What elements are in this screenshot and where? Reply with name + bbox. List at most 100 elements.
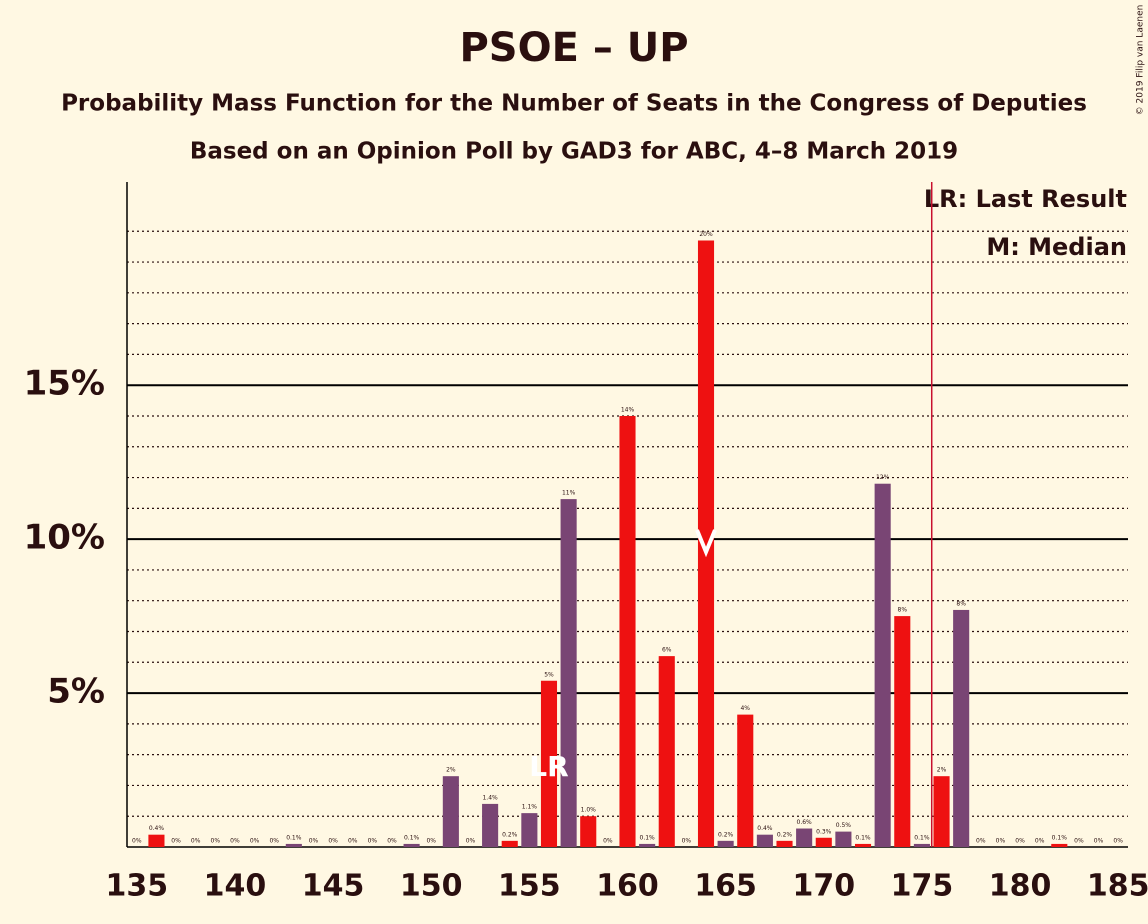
value-label: 20%: [699, 231, 713, 238]
legend-entry: LR: Last Result: [924, 185, 1127, 213]
bar: [835, 831, 852, 847]
value-label: 0%: [603, 838, 613, 845]
bar: [717, 840, 734, 847]
bar: [658, 656, 675, 847]
bar: [501, 840, 518, 847]
value-label: 0%: [1074, 838, 1084, 845]
legend-entry: M: Median: [986, 233, 1127, 261]
x-tick-label: 140: [204, 869, 267, 904]
value-label: 8%: [898, 607, 908, 614]
x-tick-label: 145: [302, 869, 365, 904]
value-label: 0%: [269, 838, 279, 845]
bar: [913, 843, 930, 847]
bar: [403, 843, 420, 847]
last-result-marker: LR: [529, 750, 568, 783]
value-label: 0%: [250, 838, 260, 845]
bar: [619, 415, 636, 847]
bar: [442, 776, 459, 847]
value-label: 0.2%: [777, 831, 793, 838]
bar: [1051, 843, 1068, 847]
value-label: 0%: [328, 838, 338, 845]
value-label: 0%: [191, 838, 201, 845]
value-label: 0%: [466, 838, 476, 845]
value-label: 0.4%: [757, 825, 773, 832]
value-label: 0%: [1094, 838, 1104, 845]
value-label: 0%: [348, 838, 358, 845]
bar: [737, 714, 754, 847]
y-tick-label: 5%: [47, 672, 105, 712]
value-label: 4%: [740, 705, 750, 712]
bar: [933, 776, 950, 847]
value-label: 0%: [682, 838, 692, 845]
value-label: 0.4%: [149, 825, 165, 832]
median-marker: [695, 529, 717, 558]
y-tick-label: 10%: [24, 518, 105, 558]
value-label: 0%: [309, 838, 319, 845]
value-label: 0.5%: [836, 822, 852, 829]
value-label: 0.1%: [1052, 834, 1068, 841]
value-label: 1.1%: [522, 804, 538, 811]
bar: [148, 834, 165, 847]
value-label: 0.6%: [797, 819, 813, 826]
bar: [854, 843, 872, 847]
x-tick-label: 165: [694, 869, 757, 904]
value-label: 0%: [426, 838, 436, 845]
x-tick-label: 170: [792, 869, 855, 904]
bar: [639, 843, 656, 847]
chart-subtitle: Probability Mass Function for the Number…: [61, 91, 1087, 117]
x-tick-label: 160: [596, 869, 659, 904]
value-label: 0%: [368, 838, 378, 845]
value-label: 6%: [662, 647, 672, 654]
value-label: 0%: [132, 838, 142, 845]
value-label: 1.0%: [581, 807, 597, 814]
credit: © 2019 Filip van Laenen: [1136, 5, 1146, 116]
bar: [756, 834, 773, 847]
bar: [894, 616, 911, 847]
value-label: 0.3%: [816, 828, 832, 835]
value-label: 0.2%: [718, 831, 734, 838]
value-label: 0.1%: [404, 834, 420, 841]
value-label: 2%: [937, 767, 947, 774]
bar: [521, 813, 538, 847]
value-label: 0%: [976, 838, 986, 845]
bar: [560, 499, 577, 847]
value-label: 0%: [171, 838, 181, 845]
bar: [815, 837, 832, 847]
x-tick-label: 150: [400, 869, 463, 904]
bar: [874, 483, 891, 847]
y-tick-label: 15%: [24, 364, 105, 404]
value-label: 1.4%: [482, 794, 498, 801]
x-tick-label: 180: [989, 869, 1052, 904]
chart-subtitle: Based on an Opinion Poll by GAD3 for ABC…: [190, 139, 958, 165]
value-label: 0%: [387, 838, 397, 845]
bar: [796, 828, 813, 847]
value-label: 0%: [1035, 838, 1045, 845]
x-tick-label: 135: [106, 869, 169, 904]
chart-title: PSOE – UP: [459, 25, 688, 71]
value-label: 0.1%: [914, 834, 930, 841]
value-label: 14%: [621, 406, 635, 413]
bar: [285, 843, 302, 847]
value-label: 2%: [446, 767, 456, 774]
bar: [540, 680, 558, 847]
bar: [580, 816, 597, 847]
value-label: 0%: [211, 838, 221, 845]
value-label: 0%: [230, 838, 240, 845]
value-label: 0%: [1015, 838, 1025, 845]
x-tick-label: 155: [498, 869, 561, 904]
value-label: 11%: [562, 490, 576, 497]
value-label: 8%: [956, 600, 966, 607]
bar: [776, 840, 793, 847]
value-label: 12%: [876, 474, 890, 481]
value-label: 0%: [1113, 838, 1123, 845]
bar: [953, 609, 970, 847]
x-tick-label: 185: [1087, 869, 1148, 904]
value-label: 0%: [996, 838, 1006, 845]
value-label: 0.1%: [640, 834, 656, 841]
bar: [482, 803, 499, 847]
value-label: 5%: [544, 671, 554, 678]
value-label: 0.2%: [502, 831, 518, 838]
x-tick-label: 175: [891, 869, 954, 904]
value-label: 0.1%: [855, 834, 871, 841]
